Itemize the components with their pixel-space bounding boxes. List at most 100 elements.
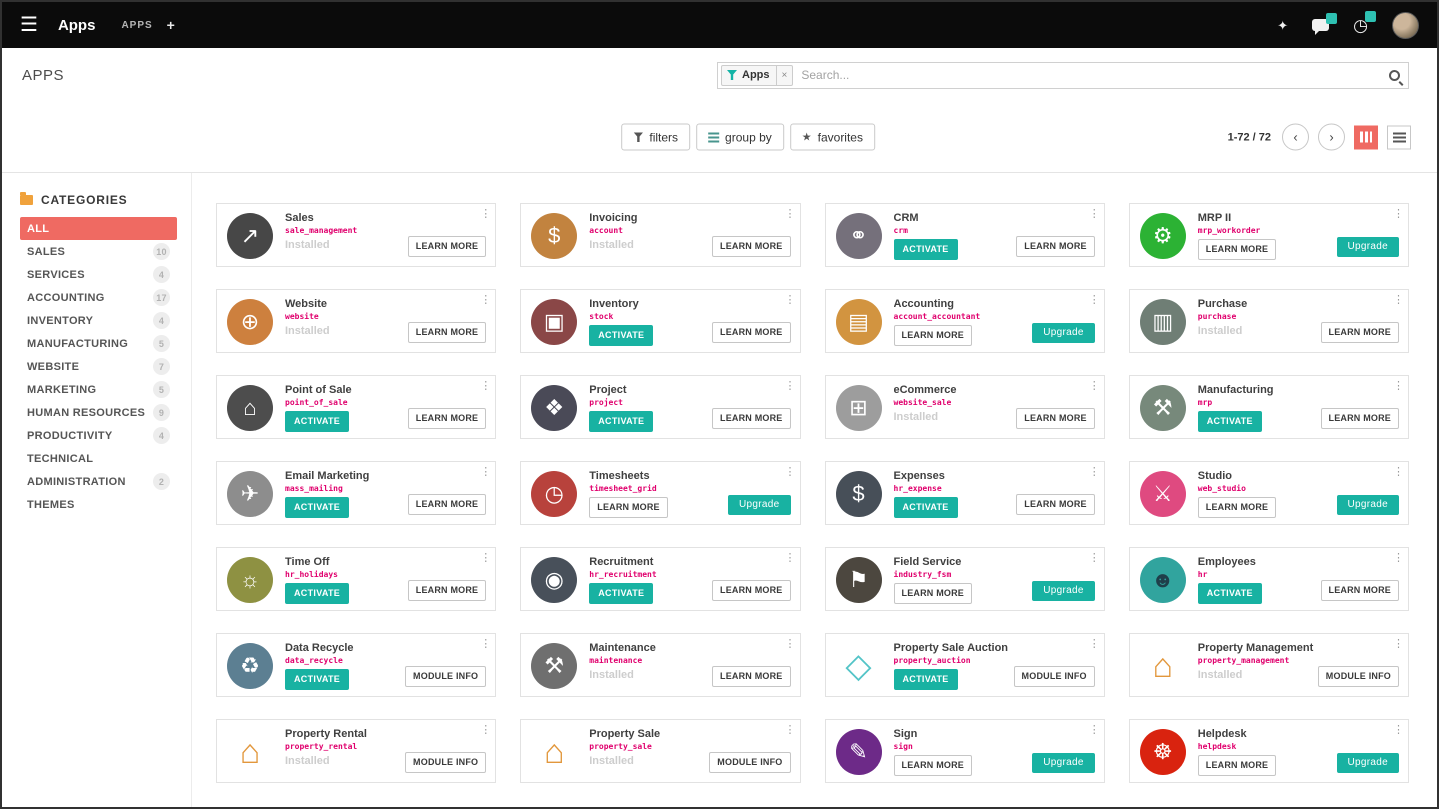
learn-more-button[interactable]: LEARN MORE: [1320, 408, 1399, 429]
learn-more-button[interactable]: LEARN MORE: [712, 322, 791, 343]
kebab-menu-icon[interactable]: ⋮: [480, 724, 492, 736]
module-info-button[interactable]: MODULE INFO: [1317, 666, 1399, 687]
favorites-button[interactable]: ★ favorites: [789, 123, 875, 151]
kebab-menu-icon[interactable]: ⋮: [1393, 466, 1404, 478]
kebab-menu-icon[interactable]: ⋮: [1088, 294, 1100, 306]
app-title[interactable]: Apps: [57, 16, 96, 34]
learn-more-button[interactable]: LEARN MORE: [1197, 497, 1277, 518]
search-bar[interactable]: Apps ×: [717, 61, 1409, 89]
kebab-menu-icon[interactable]: ⋮: [1088, 724, 1100, 736]
add-tab-button[interactable]: +: [166, 17, 175, 33]
kebab-menu-icon[interactable]: ⋮: [784, 638, 796, 650]
kebab-menu-icon[interactable]: ⋮: [1088, 380, 1100, 392]
learn-more-button[interactable]: LEARN MORE: [589, 497, 668, 518]
learn-more-button[interactable]: LEARN MORE: [893, 325, 972, 346]
kebab-menu-icon[interactable]: ⋮: [784, 208, 796, 220]
category-productivity[interactable]: PRODUCTIVITY 4: [20, 424, 177, 447]
list-view-toggle[interactable]: [1387, 125, 1411, 149]
activate-button[interactable]: ACTIVATE: [1197, 411, 1262, 432]
kebab-menu-icon[interactable]: ⋮: [784, 466, 796, 478]
kebab-menu-icon[interactable]: ⋮: [480, 380, 492, 392]
upgrade-button[interactable]: Upgrade: [728, 495, 791, 515]
user-avatar[interactable]: [1392, 11, 1419, 39]
activate-button[interactable]: ACTIVATE: [589, 411, 654, 432]
remove-facet-icon[interactable]: ×: [775, 65, 793, 85]
category-manufacturing[interactable]: MANUFACTURING 5: [20, 332, 177, 355]
kebab-menu-icon[interactable]: ⋮: [784, 294, 796, 306]
activate-button[interactable]: ACTIVATE: [893, 669, 958, 690]
kebab-menu-icon[interactable]: ⋮: [784, 380, 796, 392]
learn-more-button[interactable]: LEARN MORE: [1016, 408, 1095, 429]
kebab-menu-icon[interactable]: ⋮: [1393, 294, 1404, 306]
kebab-menu-icon[interactable]: ⋮: [1088, 208, 1100, 220]
learn-more-button[interactable]: LEARN MORE: [712, 580, 791, 601]
kebab-menu-icon[interactable]: ⋮: [1088, 552, 1100, 564]
apps-menu-icon[interactable]: ☰: [20, 14, 38, 36]
upgrade-button[interactable]: Upgrade: [1336, 237, 1399, 257]
module-info-button[interactable]: MODULE INFO: [1013, 666, 1095, 687]
kebab-menu-icon[interactable]: ⋮: [784, 552, 796, 564]
kebab-menu-icon[interactable]: ⋮: [480, 466, 492, 478]
learn-more-button[interactable]: LEARN MORE: [893, 755, 972, 776]
learn-more-button[interactable]: LEARN MORE: [1320, 322, 1399, 343]
category-sales[interactable]: SALES 10: [20, 240, 177, 263]
pager-previous-button[interactable]: ‹: [1282, 123, 1309, 151]
learn-more-button[interactable]: LEARN MORE: [407, 408, 487, 429]
learn-more-button[interactable]: LEARN MORE: [712, 408, 791, 429]
activate-button[interactable]: ACTIVATE: [285, 583, 350, 604]
kebab-menu-icon[interactable]: ⋮: [1088, 466, 1100, 478]
activate-button[interactable]: ACTIVATE: [285, 497, 350, 518]
category-human-resources[interactable]: HUMAN RESOURCES 9: [20, 401, 177, 424]
category-marketing[interactable]: MARKETING 5: [20, 378, 177, 401]
kebab-menu-icon[interactable]: ⋮: [1393, 638, 1404, 650]
pager-next-button[interactable]: ›: [1318, 123, 1345, 151]
kebab-menu-icon[interactable]: ⋮: [1088, 638, 1100, 650]
learn-more-button[interactable]: LEARN MORE: [712, 666, 791, 687]
breadcrumb[interactable]: APPS: [121, 19, 153, 31]
category-accounting[interactable]: ACCOUNTING 17: [20, 286, 177, 309]
kebab-menu-icon[interactable]: ⋮: [480, 552, 492, 564]
category-themes[interactable]: THEMES: [20, 493, 177, 516]
activate-button[interactable]: ACTIVATE: [285, 411, 350, 432]
learn-more-button[interactable]: LEARN MORE: [407, 322, 487, 343]
activate-button[interactable]: ACTIVATE: [1197, 583, 1262, 604]
module-info-button[interactable]: MODULE INFO: [405, 666, 487, 687]
activate-button[interactable]: ACTIVATE: [589, 583, 654, 604]
module-info-button[interactable]: MODULE INFO: [709, 752, 791, 773]
learn-more-button[interactable]: LEARN MORE: [1016, 236, 1095, 257]
learn-more-button[interactable]: LEARN MORE: [1197, 239, 1277, 260]
kebab-menu-icon[interactable]: ⋮: [1393, 208, 1404, 220]
upgrade-button[interactable]: Upgrade: [1032, 753, 1095, 773]
learn-more-button[interactable]: LEARN MORE: [1320, 580, 1399, 601]
search-input[interactable]: [793, 68, 1389, 82]
activate-button[interactable]: ACTIVATE: [893, 239, 958, 260]
learn-more-button[interactable]: LEARN MORE: [1016, 494, 1095, 515]
learn-more-button[interactable]: LEARN MORE: [1197, 755, 1277, 776]
category-administration[interactable]: ADMINISTRATION 2: [20, 470, 177, 493]
upgrade-button[interactable]: Upgrade: [1336, 753, 1399, 773]
filters-button[interactable]: filters: [621, 123, 691, 151]
bug-icon[interactable]: ✦: [1277, 17, 1289, 33]
kanban-view-toggle[interactable]: [1354, 125, 1378, 149]
upgrade-button[interactable]: Upgrade: [1336, 495, 1399, 515]
kebab-menu-icon[interactable]: ⋮: [1393, 552, 1404, 564]
search-icon[interactable]: [1389, 69, 1400, 81]
kebab-menu-icon[interactable]: ⋮: [784, 724, 796, 736]
activate-button[interactable]: ACTIVATE: [589, 325, 654, 346]
upgrade-button[interactable]: Upgrade: [1032, 323, 1095, 343]
activate-button[interactable]: ACTIVATE: [285, 669, 350, 690]
kebab-menu-icon[interactable]: ⋮: [480, 208, 492, 220]
learn-more-button[interactable]: LEARN MORE: [407, 236, 487, 257]
category-technical[interactable]: TECHNICAL: [20, 447, 177, 470]
category-inventory[interactable]: INVENTORY 4: [20, 309, 177, 332]
kebab-menu-icon[interactable]: ⋮: [1393, 724, 1404, 736]
learn-more-button[interactable]: LEARN MORE: [893, 583, 972, 604]
category-website[interactable]: WEBSITE 7: [20, 355, 177, 378]
activities-icon[interactable]: ◷: [1353, 10, 1376, 34]
category-services[interactable]: SERVICES 4: [20, 263, 177, 286]
upgrade-button[interactable]: Upgrade: [1032, 581, 1095, 601]
group-by-button[interactable]: group by: [696, 123, 784, 151]
category-all[interactable]: ALL: [20, 217, 177, 240]
kebab-menu-icon[interactable]: ⋮: [1393, 380, 1404, 392]
activate-button[interactable]: ACTIVATE: [893, 497, 958, 518]
